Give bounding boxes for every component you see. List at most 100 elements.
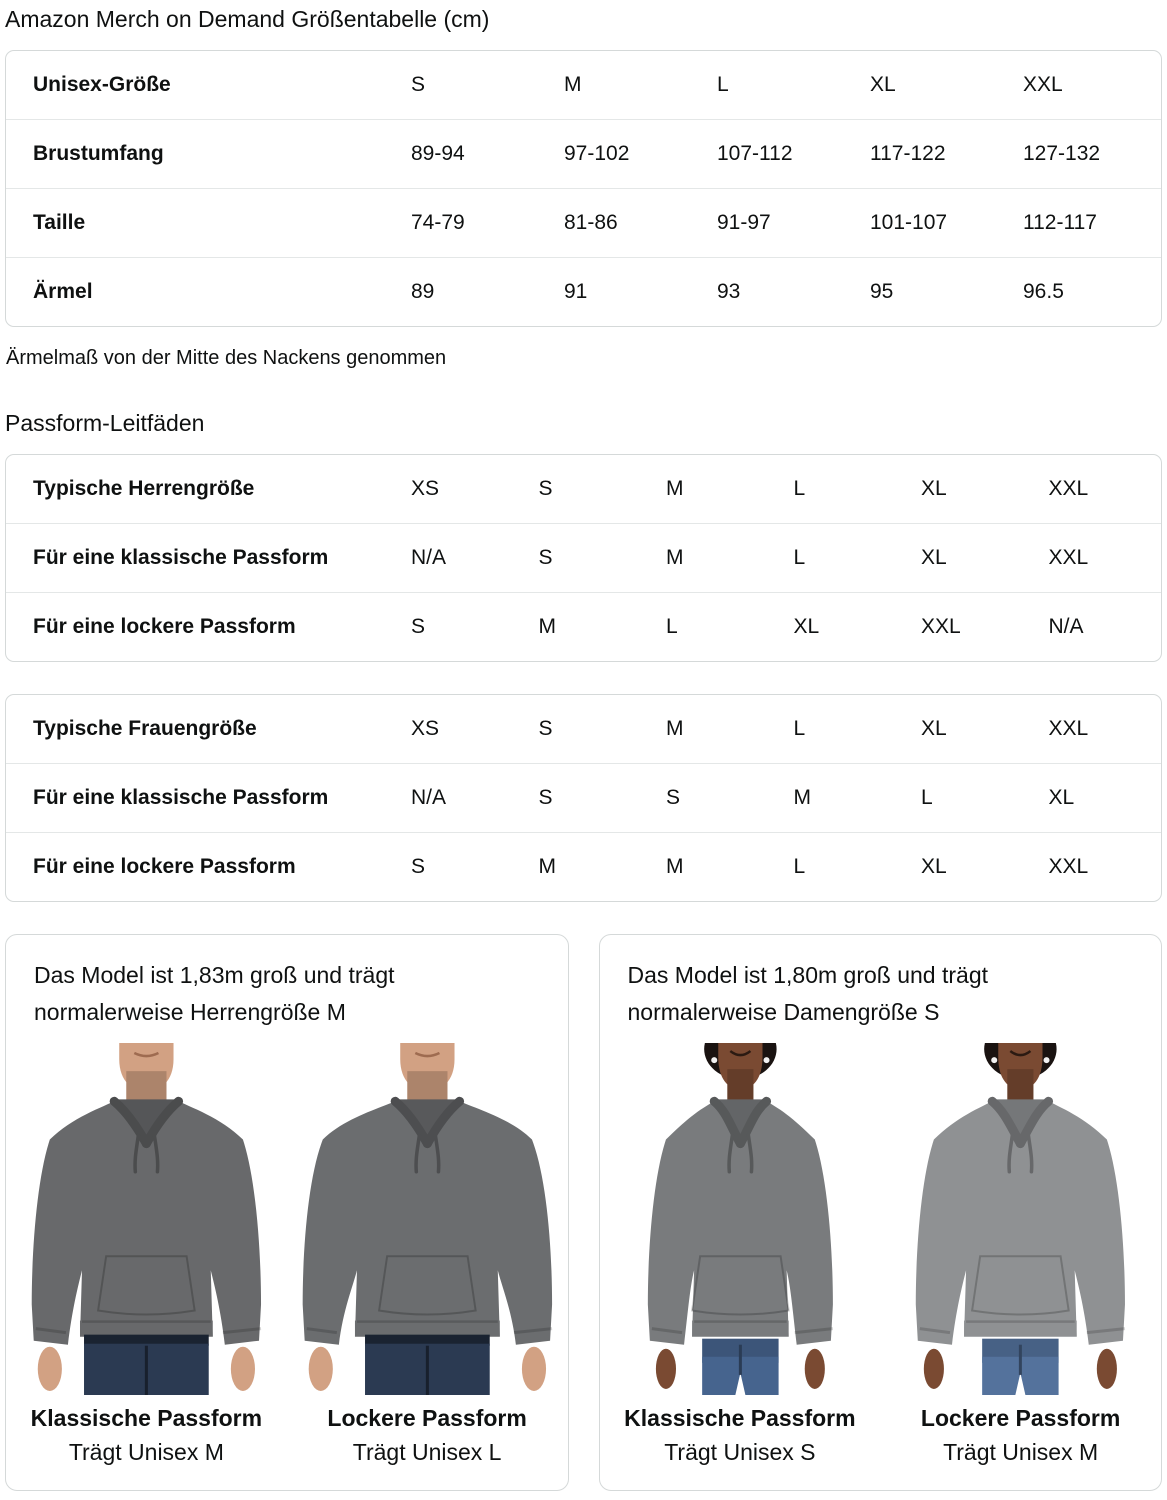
size-value: S [538, 786, 553, 809]
size-value: S [538, 477, 553, 500]
size-value: 112-117 [1023, 211, 1097, 234]
size-value: S [538, 717, 553, 740]
size-value: S [411, 615, 426, 638]
size-value: N/A [411, 546, 447, 569]
model-description: Das Model ist 1,83m groß und trägt norma… [34, 962, 395, 1025]
table-row: Für eine lockere Passform S M M L XL XXL [6, 832, 1161, 901]
table-row: Typische Frauengröße XS S M L XL XXL [6, 695, 1161, 763]
row-label: Für eine lockere Passform [33, 855, 296, 878]
size-value: S [666, 786, 681, 809]
row-label: Für eine klassische Passform [33, 786, 329, 809]
size-value: M [666, 855, 684, 878]
size-value: M [666, 477, 684, 500]
size-value: XL [1048, 786, 1075, 809]
size-value: XXL [1023, 73, 1063, 96]
size-value: M [538, 615, 557, 638]
model-photo-classic-fit [600, 1043, 881, 1395]
table-row: Für eine lockere Passform S M L XL XXL N/A [6, 592, 1161, 661]
table-row: Typische Herrengröße XS S M L XL XXL [6, 455, 1161, 523]
row-label: Typische Frauengröße [33, 717, 257, 740]
mens-model-card: Das Model ist 1,83m groß und trägt norma… [5, 934, 569, 1491]
mens-fit-table: Typische Herrengröße XS S M L XL XXL Für eine k… [5, 454, 1162, 662]
size-value: M [538, 855, 557, 878]
size-value: 101-107 [870, 211, 948, 234]
size-value: 93 [717, 280, 741, 303]
fit-label: Lockere Passform [920, 1405, 1121, 1431]
size-value: L [666, 615, 678, 638]
size-label: Trägt Unisex M [943, 1439, 1099, 1465]
sleeve-measure-note: Ärmelmaß von der Mitte des Nackens genom… [6, 347, 447, 369]
size-value: L [793, 717, 806, 740]
size-value: M [666, 717, 684, 740]
size-value: S [411, 73, 426, 96]
size-value: L [793, 855, 806, 878]
model-description: Das Model ist 1,80m groß und trägt norma… [627, 962, 989, 1025]
size-value: XXL [1048, 546, 1089, 569]
size-value: XXL [1048, 717, 1089, 740]
size-value: XS [411, 717, 440, 740]
size-value: 89 [411, 280, 435, 303]
figure-caption: Klassische Passform Trägt Unisex S [600, 1405, 881, 1466]
page-title: Amazon Merch on Demand Größentabelle (cm… [5, 6, 490, 32]
size-value: 97-102 [564, 142, 630, 165]
row-label: Brustumfang [33, 142, 164, 165]
model-photo-loose-fit [880, 1043, 1161, 1395]
model-figure: Lockere Passform Trägt Unisex M [880, 1043, 1161, 1466]
size-value: 81-86 [564, 211, 618, 234]
fit-label: Lockere Passform [327, 1405, 527, 1431]
model-photo-loose-fit [287, 1043, 568, 1395]
size-value: XL [793, 615, 820, 638]
size-value: L [793, 546, 806, 569]
fit-label: Klassische Passform [30, 1405, 263, 1431]
unisex-size-table: Unisex-Größe S M L XL XXL Brustumfang 89-94 97-1… [5, 50, 1162, 327]
size-value: 127-132 [1023, 142, 1101, 165]
row-label: Für eine lockere Passform [33, 615, 296, 638]
row-label: Ärmel [33, 280, 93, 303]
table-row: Ärmel 89 91 93 95 96.5 [6, 257, 1161, 326]
size-value: 91-97 [717, 211, 771, 234]
table-row: Für eine klassische Passform N/A S M L XL XXL [6, 523, 1161, 592]
size-value: 107-112 [717, 142, 793, 165]
size-value: XXL [1048, 855, 1089, 878]
row-label: Taille [33, 211, 86, 234]
size-label: Trägt Unisex L [352, 1439, 502, 1465]
model-figure: Lockere Passform Trägt Unisex L [287, 1043, 568, 1466]
size-label: Trägt Unisex S [664, 1439, 816, 1465]
size-value: 91 [564, 280, 588, 303]
size-value: XL [921, 477, 947, 500]
size-value: M [666, 546, 684, 569]
size-value: 96.5 [1023, 280, 1064, 303]
model-figure: Klassische Passform Trägt Unisex S [600, 1043, 881, 1466]
row-label: Für eine klassische Passform [33, 546, 329, 569]
size-value: L [793, 477, 806, 500]
model-figures: Klassische Passform Trägt Unisex S [600, 1043, 1162, 1466]
size-value: XXL [921, 615, 961, 638]
size-label: Trägt Unisex M [68, 1439, 224, 1465]
table-row: Für eine klassische Passform N/A S S M L XL [6, 763, 1161, 832]
row-label: Typische Herrengröße [33, 477, 255, 500]
womens-model-card: Das Model ist 1,80m groß und trägt norma… [598, 934, 1162, 1491]
size-value: 89-94 [411, 142, 465, 165]
womens-fit-table: Typische Frauengröße XS S M L XL XXL Für eine k… [5, 694, 1162, 902]
figure-caption: Lockere Passform Trägt Unisex L [287, 1405, 568, 1466]
size-value: L [921, 786, 933, 809]
size-value: 74-79 [411, 211, 465, 234]
size-value: S [411, 855, 426, 878]
row-label: Unisex-Größe [33, 73, 171, 96]
size-value: M [793, 786, 812, 809]
figure-caption: Lockere Passform Trägt Unisex M [880, 1405, 1161, 1466]
model-cards: Das Model ist 1,83m groß und trägt norma… [5, 934, 1162, 1491]
model-figure: Klassische Passform Trägt Unisex M [6, 1043, 287, 1466]
size-value: 117-122 [870, 142, 946, 165]
size-value: XL [921, 717, 947, 740]
size-value: N/A [1048, 615, 1084, 638]
size-value: XL [921, 546, 947, 569]
fit-label: Klassische Passform [624, 1405, 856, 1431]
model-figures: Klassische Passform Trägt Unisex M [6, 1043, 568, 1466]
size-value: 95 [870, 280, 894, 303]
table-row: Taille 74-79 81-86 91-97 101-107 112-117 [6, 188, 1161, 257]
size-value: XXL [1048, 477, 1089, 500]
model-photo-classic-fit [6, 1043, 287, 1395]
size-value: XS [411, 477, 440, 500]
